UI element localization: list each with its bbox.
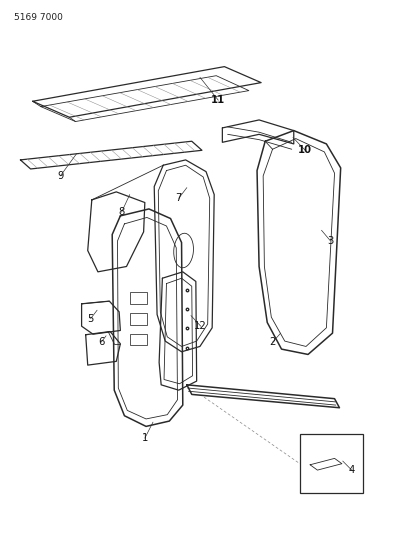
Bar (130, 334, 147, 345)
Text: 3: 3 (327, 236, 334, 246)
Text: 10: 10 (298, 146, 312, 155)
Bar (300, 434, 363, 493)
Text: 9: 9 (57, 171, 64, 181)
Text: 12: 12 (194, 321, 207, 331)
Text: 6: 6 (98, 337, 104, 347)
Text: 8: 8 (118, 207, 125, 217)
Bar (130, 313, 147, 325)
Text: 7: 7 (175, 193, 182, 203)
Text: 4: 4 (348, 465, 355, 475)
Text: 1: 1 (142, 433, 148, 443)
Text: 5169 7000: 5169 7000 (14, 13, 63, 22)
Bar (130, 292, 147, 304)
Text: 11: 11 (211, 95, 225, 105)
Text: 5: 5 (87, 314, 94, 324)
Text: 2: 2 (269, 337, 276, 347)
